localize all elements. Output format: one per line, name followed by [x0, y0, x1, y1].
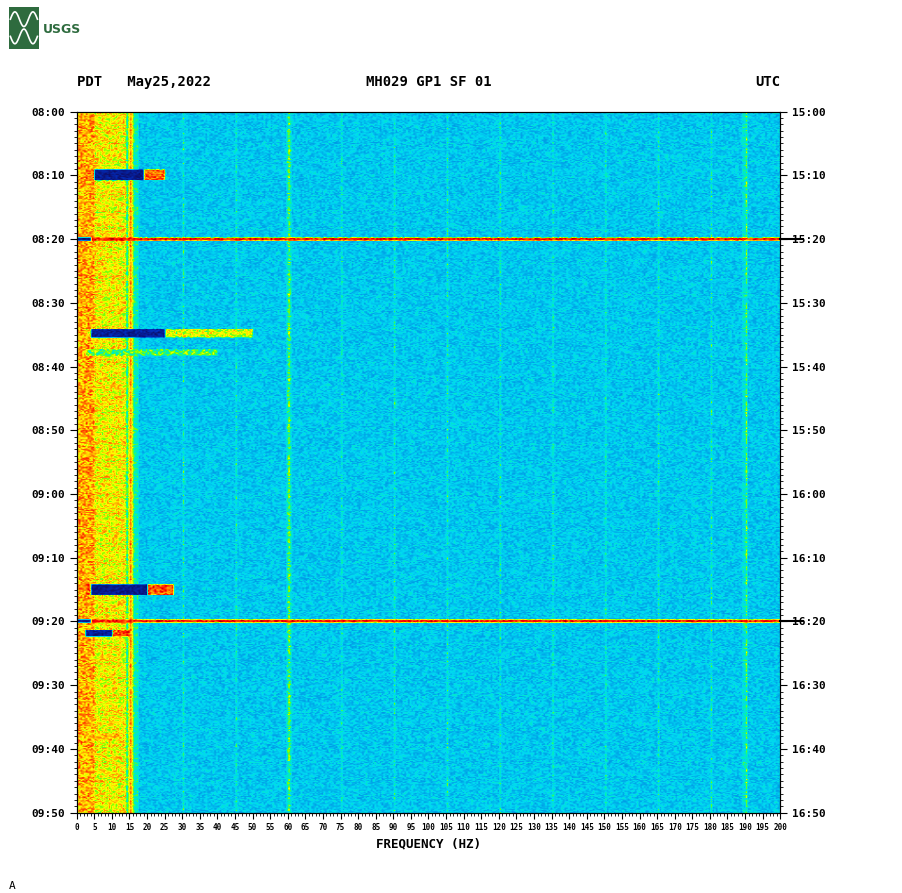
Text: USGS: USGS: [43, 22, 81, 36]
Text: MH029 GP1 SF 01: MH029 GP1 SF 01: [365, 75, 492, 89]
X-axis label: FREQUENCY (HZ): FREQUENCY (HZ): [376, 838, 481, 851]
Text: A: A: [9, 880, 15, 890]
Text: UTC: UTC: [755, 75, 780, 89]
Text: PDT   May25,2022: PDT May25,2022: [77, 75, 211, 89]
FancyBboxPatch shape: [9, 7, 40, 48]
